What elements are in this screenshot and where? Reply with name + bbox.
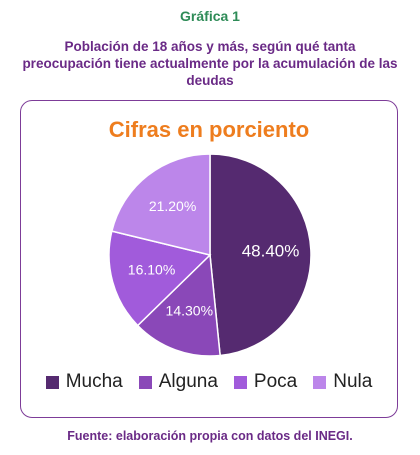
chart-legend: Mucha Alguna Poca Nula [21,371,397,393]
pie-label-nula: 21.20% [149,198,196,214]
figure-subtitle: Población de 18 años y más, según qué ta… [22,39,398,88]
legend-swatch-poca [233,375,247,389]
legend-item-alguna: Alguna [138,371,218,393]
pie-label-mucha: 48.40% [242,241,300,260]
legend-swatch-nula [313,375,327,389]
legend-label-alguna: Alguna [158,371,218,392]
pie-chart: 48.40% 14.30% 16.10% 21.20% [108,153,312,357]
pie-slice-mucha [209,153,312,357]
legend-swatch-alguna [138,375,152,389]
pie-slice-nula [110,153,211,256]
chart-title: Cifras en porciento [108,117,310,142]
pie-label-alguna: 14.30% [166,303,213,319]
legend-item-mucha: Mucha [45,371,123,393]
legend-label-nula: Nula [333,371,373,392]
legend-swatch-mucha [45,375,59,389]
legend-item-nula: Nula [313,371,372,393]
pie-slice-poca [108,230,212,327]
source-note: Fuente: elaboración propia con datos del… [67,429,353,443]
pie-label-poca: 16.10% [128,262,175,278]
chart-panel: Cifras en porciento 48.40% 14.30% 16.10% 21… [20,100,398,418]
pie-slice-alguna [136,253,221,357]
legend-label-mucha: Mucha [65,371,123,392]
legend-item-poca: Poca [233,371,298,393]
figure-label: Gráfica 1 [180,8,240,24]
legend-label-poca: Poca [253,371,298,392]
